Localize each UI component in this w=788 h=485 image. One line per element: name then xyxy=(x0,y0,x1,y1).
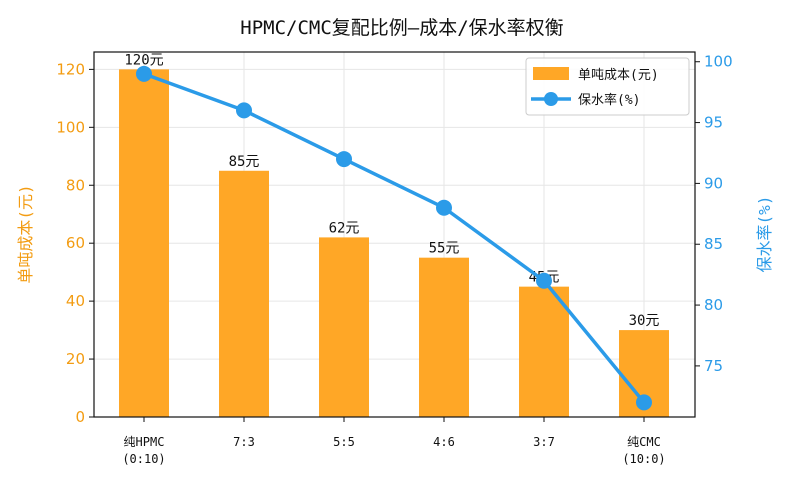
x-axis: 纯HPMC (0:10) 7:3 5:5 4:6 3:7 纯CMC (10:0) xyxy=(122,417,666,466)
x-tick-label: 3:7 xyxy=(533,435,555,449)
line-path xyxy=(143,72,646,404)
x-tick-label: 4:6 xyxy=(433,435,455,449)
left-tick-label: 40 xyxy=(66,292,85,310)
legend-bar-label: 单吨成本(元) xyxy=(578,68,659,83)
x-tick-label: 纯CMC xyxy=(627,435,661,449)
bar-data-label: 30元 xyxy=(629,313,660,329)
right-axis-label: 保水率(%) xyxy=(755,196,774,273)
left-tick-label: 60 xyxy=(66,234,85,252)
legend-line-marker xyxy=(544,92,558,106)
bar-data-label: 85元 xyxy=(229,154,260,170)
bar-data-label: 120元 xyxy=(124,52,163,68)
right-tick-label: 90 xyxy=(704,174,723,192)
left-tick-label: 20 xyxy=(66,350,85,368)
right-tick-label: 80 xyxy=(704,296,723,314)
left-tick-label: 100 xyxy=(56,118,85,136)
bar-data-label: 62元 xyxy=(329,220,360,236)
right-tick-label: 85 xyxy=(704,235,723,253)
x-tick-label: 5:5 xyxy=(333,435,355,449)
left-tick-label: 120 xyxy=(56,60,85,78)
x-tick-label: 纯HPMC xyxy=(124,435,165,449)
legend: 单吨成本(元) 保水率(%) xyxy=(525,57,690,116)
bar-series xyxy=(119,69,669,417)
line-point xyxy=(436,199,452,216)
left-axis-label: 单吨成本(元) xyxy=(16,184,35,283)
chart-title: HPMC/CMC复配比例—成本/保水率权衡 xyxy=(240,17,563,39)
line-point xyxy=(336,151,352,168)
right-tick-label: 95 xyxy=(704,114,723,132)
plot-frame xyxy=(93,51,696,418)
line-point xyxy=(136,65,152,82)
bar xyxy=(119,69,169,417)
left-y-axis: 0 20 40 60 80 100 120 xyxy=(56,60,94,426)
left-tick-label: 0 xyxy=(75,408,85,426)
bar xyxy=(319,237,369,417)
left-tick-label: 80 xyxy=(66,176,85,194)
right-y-axis: 75 80 85 90 95 100 xyxy=(695,53,733,375)
line-series xyxy=(136,65,652,411)
right-tick-label: 75 xyxy=(704,357,723,375)
bar xyxy=(519,286,569,417)
x-tick-label: (10:0) xyxy=(622,452,665,466)
x-tick-label: (0:10) xyxy=(122,452,165,466)
legend-bar-swatch xyxy=(533,67,569,80)
x-tick-label: 7:3 xyxy=(233,435,255,449)
bar-data-label: 55元 xyxy=(429,241,460,257)
line-point xyxy=(636,394,652,411)
legend-line-label: 保水率(%) xyxy=(578,92,640,108)
line-point xyxy=(236,102,252,119)
bar xyxy=(219,170,269,417)
bar xyxy=(419,257,469,417)
right-tick-label: 100 xyxy=(704,53,733,71)
line-point xyxy=(536,272,552,289)
